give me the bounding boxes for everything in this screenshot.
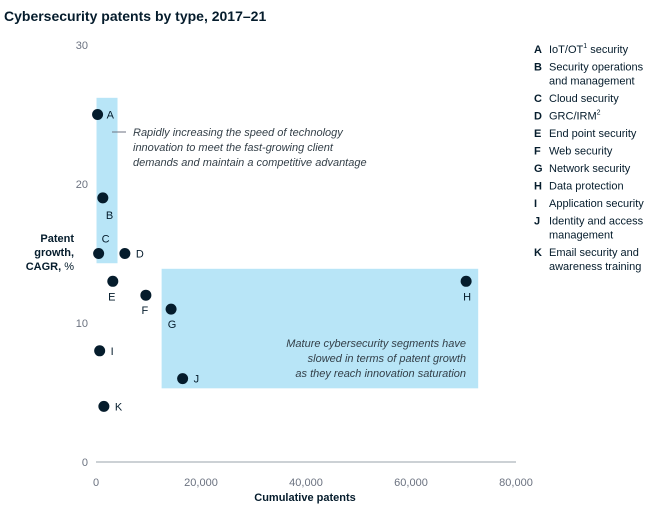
legend-text: and management	[549, 76, 635, 88]
legend-item-j: J Identity and access management	[534, 216, 644, 242]
legend-item-a: A IoT/OT1 security	[534, 43, 629, 56]
x-tick-label: 60,000	[394, 477, 428, 489]
legend-text: GRC/IRM2	[549, 110, 601, 123]
legend-item-e: E End point security	[534, 128, 637, 140]
point-label-c: C	[102, 234, 110, 246]
annotation-text-rapid: demands and maintain a competitive advan…	[133, 157, 367, 169]
data-point-e	[107, 275, 119, 287]
data-point-g	[165, 303, 177, 315]
legend-item-g: G Network security	[534, 163, 631, 175]
legend-item-i: I Application security	[534, 198, 644, 210]
legend-letter: E	[534, 128, 541, 140]
legend-letter: C	[534, 93, 542, 105]
point-label-g: G	[168, 319, 177, 331]
legend-letter: K	[534, 247, 542, 259]
y-axis-label: Patent growth, CAGR, %	[26, 233, 75, 273]
annotation-text-rapid: Rapidly increasing the speed of technolo…	[133, 127, 344, 139]
point-label-h: H	[463, 291, 471, 303]
y-axis-label-line: Patent	[40, 233, 74, 245]
legend-text: management	[549, 230, 613, 242]
point-label-d: D	[136, 249, 144, 261]
data-point-j	[177, 373, 189, 385]
legend-text: Email security and	[549, 247, 639, 259]
data-point-h	[460, 275, 472, 287]
data-point-i	[94, 345, 106, 357]
legend-letter: A	[534, 44, 542, 56]
legend-letter: J	[534, 216, 540, 228]
legend-item-c: C Cloud security	[534, 93, 619, 105]
highlight-region-2	[161, 268, 479, 389]
legend-text: IoT/OT1 security	[549, 43, 629, 56]
legend-text: Security operations	[549, 62, 644, 74]
point-label-a: A	[107, 110, 115, 122]
legend-text: Identity and access	[549, 216, 644, 228]
legend-letter: I	[534, 198, 537, 210]
point-label-f: F	[142, 305, 149, 317]
y-axis-label-line: growth,	[34, 247, 74, 259]
legend-item-h: H Data protection	[534, 181, 624, 193]
annotation-text-mature: as they reach innovation saturation	[295, 368, 466, 380]
point-label-j: J	[194, 374, 200, 386]
data-point-a	[92, 109, 104, 120]
legend-letter: D	[534, 111, 542, 123]
y-tick-label: 0	[82, 457, 88, 469]
x-tick-label: 80,000	[499, 477, 533, 489]
point-label-e: E	[108, 291, 115, 303]
x-tick-label: 0	[93, 477, 99, 489]
region-annotations: Rapidly increasing the speed of technolo…	[112, 127, 466, 380]
data-point-b	[97, 192, 109, 204]
chart-title: Cybersecurity patents by type, 2017–21	[4, 8, 266, 24]
legend-text: Network security	[549, 163, 631, 175]
x-tick-label: 40,000	[289, 477, 323, 489]
legend-item-f: F Web security	[534, 146, 613, 158]
legend-letter: H	[534, 181, 542, 193]
annotation-text-mature: slowed in terms of patent growth	[308, 353, 466, 365]
x-tick-label: 20,000	[184, 477, 218, 489]
data-point-f	[140, 289, 152, 301]
legend-item-k: K Email security and awareness training	[534, 247, 641, 273]
legend-letter: B	[534, 62, 542, 74]
data-points: A BC D E F G H I J K	[92, 109, 472, 413]
annotation-text-mature: Mature cybersecurity segments have	[286, 338, 466, 350]
data-point-k	[98, 400, 110, 412]
point-label-k: K	[115, 401, 123, 413]
legend-item-b: B Security operations and management	[534, 62, 644, 88]
data-point-d	[119, 248, 131, 259]
x-axis-label: Cumulative patents	[254, 492, 355, 504]
legend-text: Web security	[549, 146, 613, 158]
legend-letter: F	[534, 146, 541, 158]
data-point-c	[93, 248, 105, 259]
y-tick-label: 10	[76, 318, 88, 330]
legend-text: Cloud security	[549, 93, 619, 105]
highlight-regions	[96, 97, 479, 389]
y-axis-label-line: CAGR, %	[26, 261, 75, 273]
legend-text: End point security	[549, 128, 637, 140]
legend-item-d: D GRC/IRM2	[534, 110, 601, 123]
highlight-region-1	[96, 97, 118, 264]
legend-text: Application security	[549, 198, 644, 210]
annotation-text-rapid: innovation to meet the fast-growing clie…	[133, 142, 334, 154]
y-tick-label: 30	[76, 40, 88, 52]
point-label-b: B	[106, 210, 113, 222]
legend-text: Data protection	[549, 181, 624, 193]
point-label-i: I	[111, 346, 114, 358]
tick-labels: 0 20,000 40,000 60,000 80,000 0 10 20 30	[76, 40, 533, 489]
legend-text: awareness training	[549, 261, 641, 273]
legend: A IoT/OT1 security B Security operations and…	[534, 43, 644, 273]
legend-letter: G	[534, 163, 543, 175]
y-tick-label: 20	[76, 179, 88, 191]
